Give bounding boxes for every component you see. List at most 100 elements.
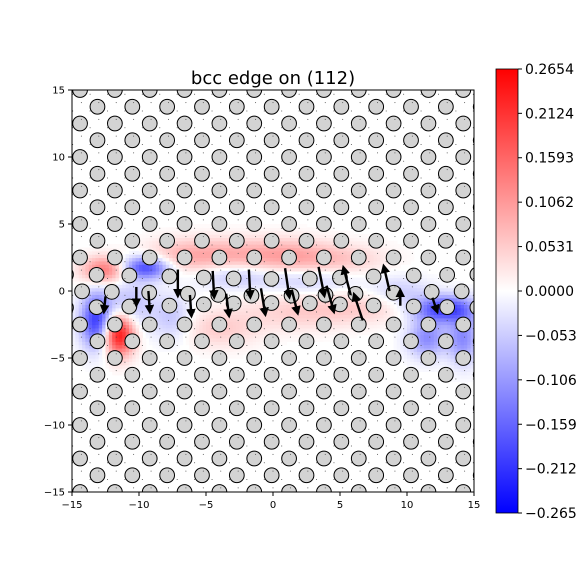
field-cell xyxy=(252,304,257,309)
atom xyxy=(211,450,228,467)
field-cell xyxy=(112,244,117,249)
atom xyxy=(263,132,280,149)
field-cell xyxy=(450,317,455,322)
field-cell xyxy=(246,301,251,305)
field-cell xyxy=(108,280,113,285)
field-cell xyxy=(202,354,207,359)
field-cell xyxy=(172,234,177,238)
field-cell xyxy=(222,234,227,238)
field-cell xyxy=(286,240,291,245)
atom xyxy=(72,350,88,366)
field-cell xyxy=(252,337,257,342)
field-cell xyxy=(122,371,127,376)
field-cell xyxy=(329,260,334,265)
field-cell xyxy=(407,351,411,356)
atom xyxy=(38,250,53,265)
field-cell xyxy=(125,287,130,292)
field-cell xyxy=(189,230,194,235)
lattice-dot xyxy=(350,462,352,464)
field-cell xyxy=(242,254,247,259)
atom xyxy=(89,199,106,216)
field-cell xyxy=(276,267,281,272)
field-cell xyxy=(447,280,452,285)
field-cell xyxy=(252,307,257,312)
field-cell xyxy=(400,297,405,302)
field-cell xyxy=(105,361,110,366)
field-cell xyxy=(326,244,331,249)
field-cell xyxy=(450,347,455,352)
lattice-dot xyxy=(133,487,135,489)
field-cell xyxy=(273,324,277,329)
lattice-dot xyxy=(333,411,335,413)
field-cell xyxy=(139,311,143,316)
field-cell xyxy=(403,270,408,275)
field-cell xyxy=(132,351,137,356)
field-cell xyxy=(212,344,217,349)
lattice-dot xyxy=(150,420,152,422)
field-cell xyxy=(175,244,180,249)
atom xyxy=(107,417,123,433)
field-cell xyxy=(316,230,321,235)
field-cell xyxy=(400,314,405,319)
field-cell xyxy=(88,294,93,299)
field-cell xyxy=(360,270,365,275)
field-cell xyxy=(92,254,97,259)
field-cell xyxy=(162,257,167,262)
field-cell xyxy=(179,307,184,312)
field-cell xyxy=(88,347,93,352)
lattice-dot xyxy=(368,395,370,397)
field-cell xyxy=(149,314,153,319)
lattice-dot xyxy=(159,478,161,480)
field-cell xyxy=(108,334,113,339)
lattice-dot xyxy=(490,412,491,413)
field-cell xyxy=(403,291,408,295)
field-cell xyxy=(165,250,170,255)
field-cell xyxy=(185,234,190,238)
field-cell xyxy=(329,321,334,326)
field-cell xyxy=(85,280,90,285)
field-cell xyxy=(219,280,224,285)
field-cell xyxy=(175,260,180,265)
atom xyxy=(281,417,297,433)
atom xyxy=(316,182,332,199)
field-cell xyxy=(296,324,301,329)
atom xyxy=(228,400,245,417)
field-cell xyxy=(226,260,231,265)
field-cell xyxy=(340,331,344,336)
field-cell xyxy=(443,324,448,329)
lattice-dot xyxy=(167,420,169,422)
field-cell xyxy=(276,307,281,312)
field-cell xyxy=(149,234,153,238)
atom xyxy=(176,249,193,266)
field-cell xyxy=(323,334,328,339)
field-cell xyxy=(195,254,200,259)
field-cell xyxy=(242,317,247,322)
field-cell xyxy=(232,287,237,292)
field-cell xyxy=(192,244,197,249)
field-cell xyxy=(453,337,458,342)
lattice-dot xyxy=(220,386,222,388)
field-cell xyxy=(236,291,241,295)
lattice-dot xyxy=(237,336,239,338)
field-cell xyxy=(209,224,214,228)
field-cell xyxy=(209,270,214,275)
lattice-dot xyxy=(385,462,387,464)
field-cell xyxy=(343,247,348,252)
field-cell xyxy=(72,264,76,269)
lattice-dot xyxy=(342,370,344,372)
field-cell xyxy=(155,321,160,326)
atom xyxy=(455,249,472,266)
field-cell xyxy=(259,334,264,339)
field-cell xyxy=(179,230,184,235)
lattice-dot xyxy=(359,420,361,422)
atom xyxy=(420,115,437,132)
field-cell xyxy=(92,361,97,366)
atom xyxy=(228,98,245,115)
lattice-dot xyxy=(89,395,91,397)
field-cell xyxy=(319,240,324,245)
field-cell xyxy=(390,247,395,252)
field-cell xyxy=(329,317,334,322)
lattice-dot xyxy=(420,395,422,397)
field-cell xyxy=(162,311,167,316)
field-cell xyxy=(162,267,167,272)
